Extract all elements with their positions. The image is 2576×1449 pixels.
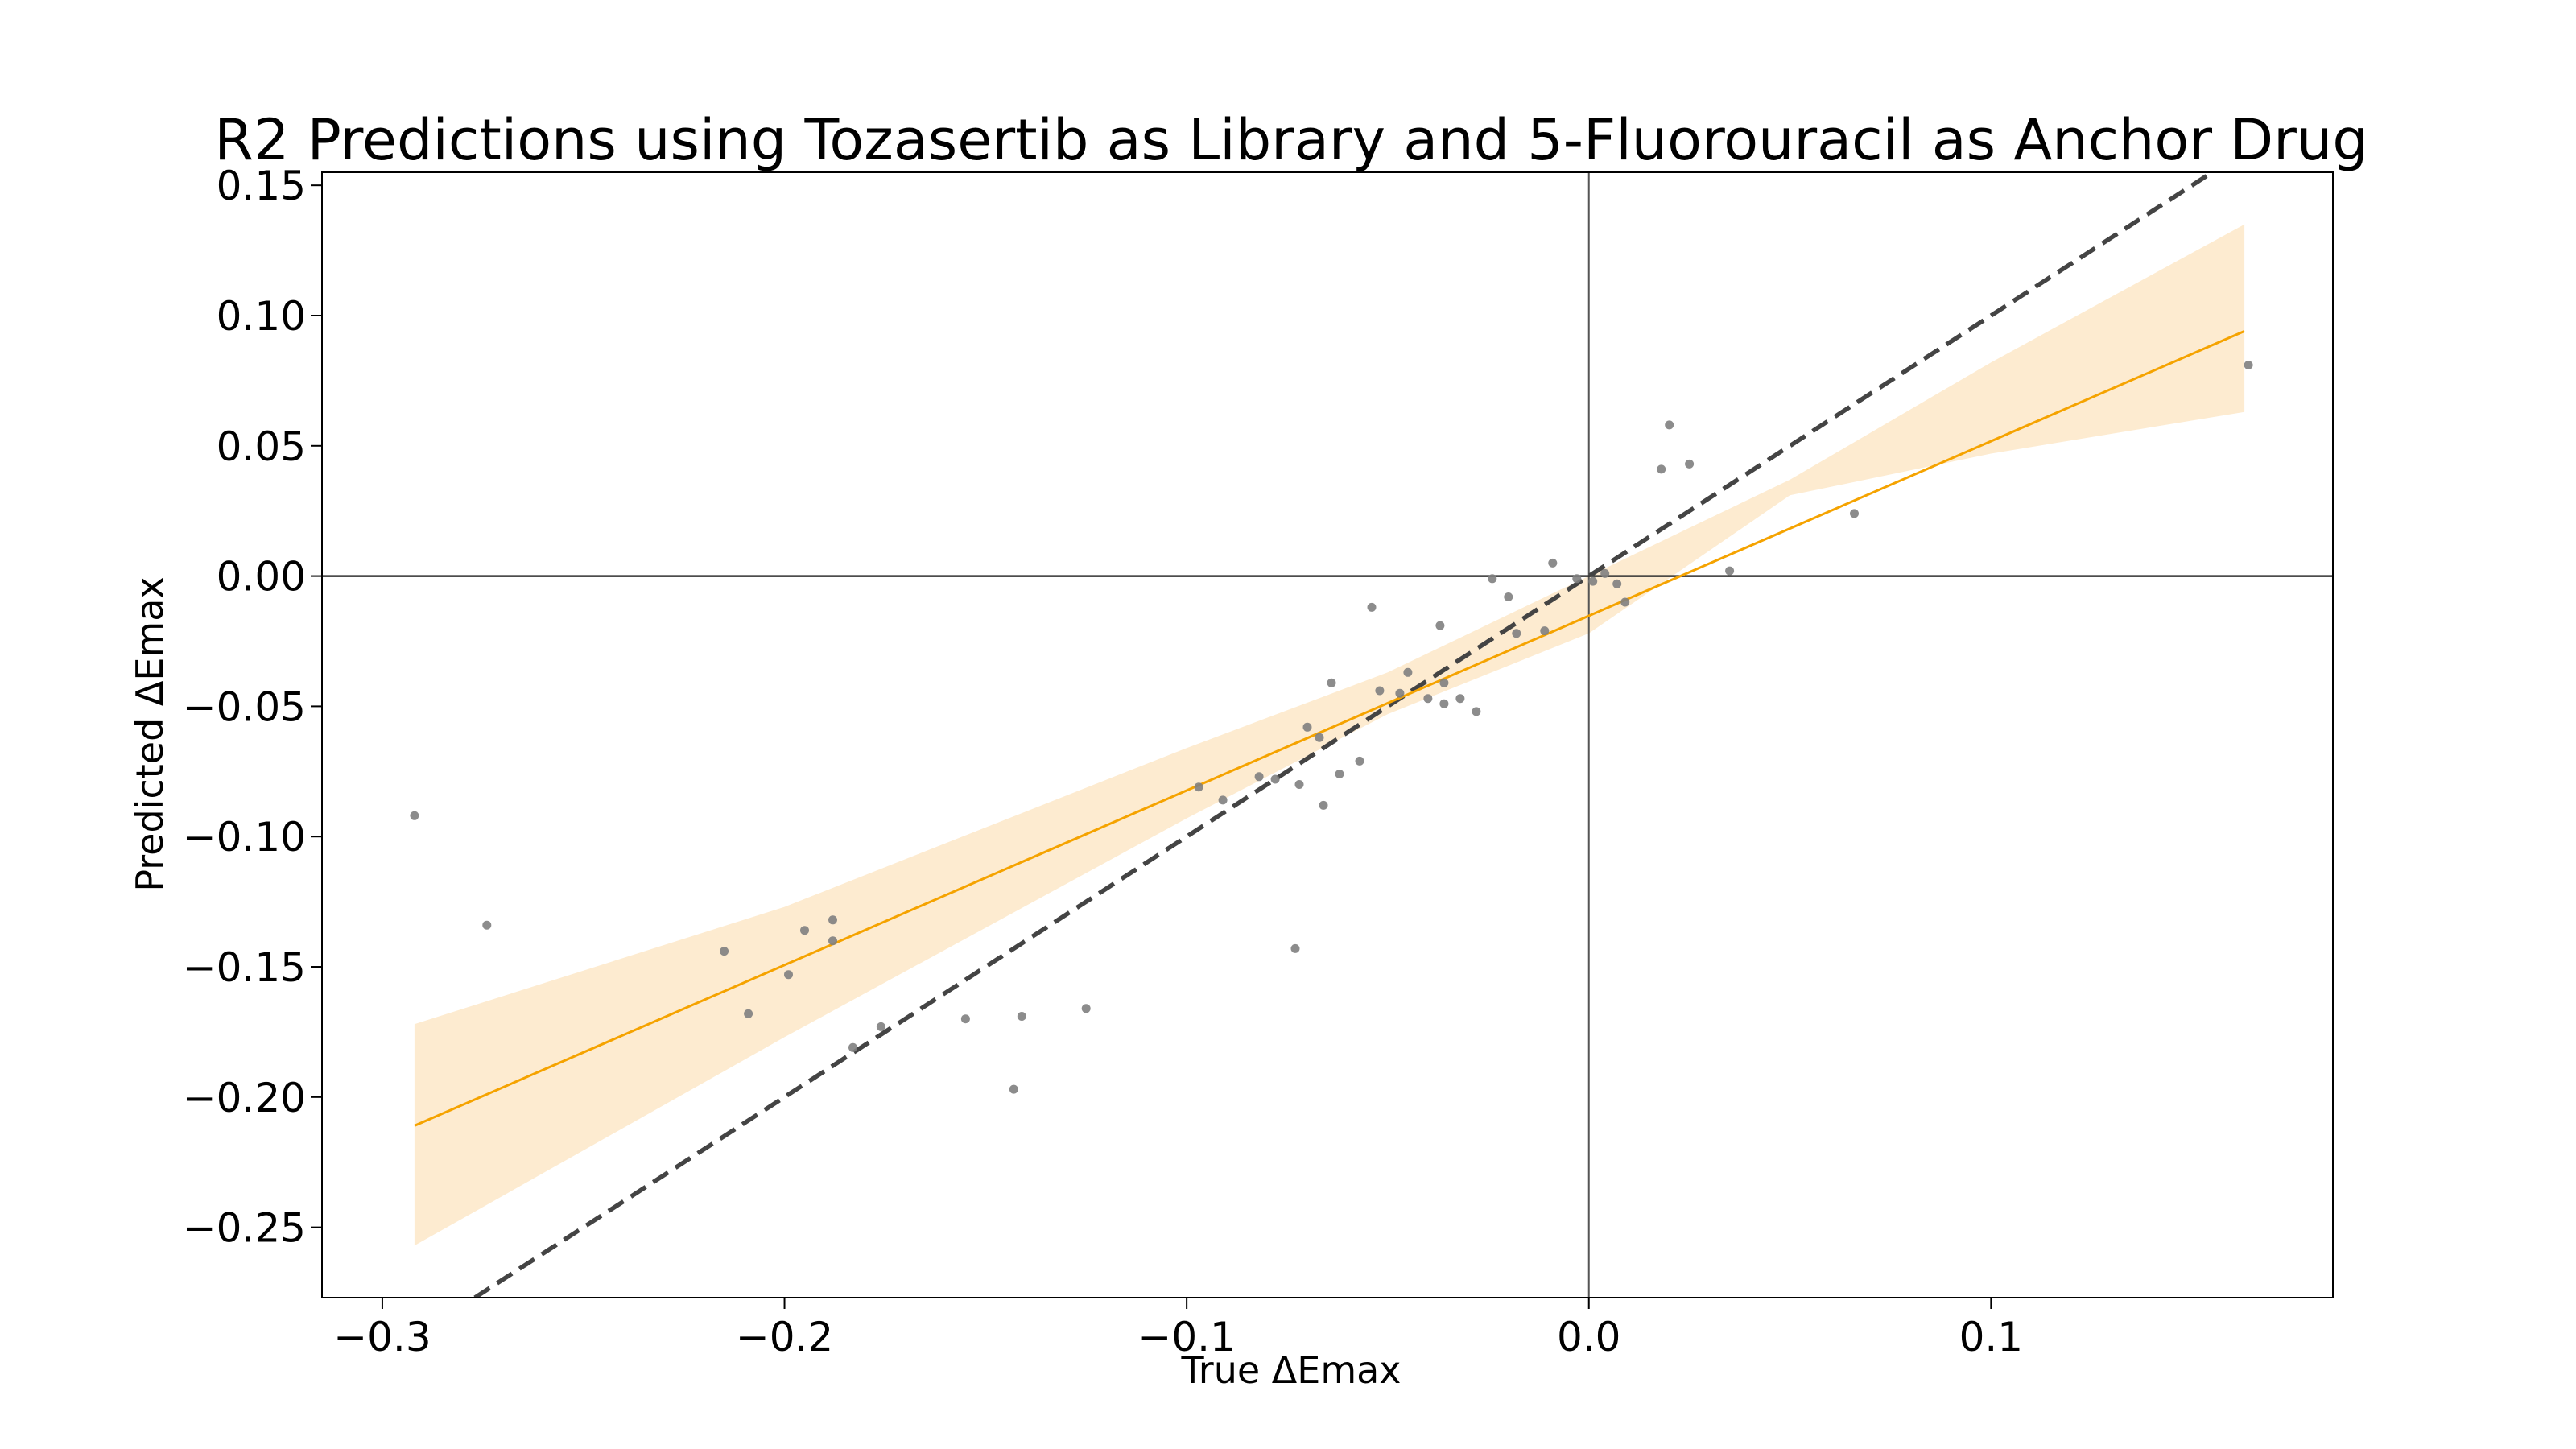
data-point — [482, 920, 492, 930]
y-tick-label: −0.25 — [183, 1205, 306, 1252]
data-point — [2244, 361, 2253, 369]
data-point — [1850, 509, 1859, 518]
data-point — [784, 970, 793, 980]
data-point — [1665, 420, 1674, 430]
plot-frame — [321, 171, 2334, 1298]
data-point — [1270, 774, 1280, 784]
data-point — [720, 947, 729, 956]
data-point — [1512, 629, 1521, 638]
data-point — [1395, 688, 1405, 698]
plot-clip-group — [322, 172, 2333, 1298]
data-point — [1319, 800, 1328, 810]
data-point — [1435, 621, 1445, 630]
y-tick-label: −0.20 — [183, 1075, 306, 1121]
y-tick-label: 0.00 — [217, 554, 306, 601]
data-point — [1455, 694, 1465, 704]
data-point — [1017, 1012, 1026, 1021]
y-tick-label: 0.10 — [217, 293, 306, 340]
data-point — [1504, 592, 1513, 601]
chart-title: R2 Predictions using Tozasertib as Libra… — [214, 107, 2368, 173]
data-point — [1009, 1084, 1018, 1094]
data-point — [828, 936, 837, 946]
data-point — [1290, 943, 1300, 953]
data-point — [1294, 780, 1304, 789]
x-tick-label: 0.0 — [1557, 1314, 1621, 1360]
y-axis-ticks: 0.15 0.10 0.05 0.00 −0.05 −0.10 −0.15 −0.20 −0.2… — [183, 163, 322, 1252]
data-point — [1439, 678, 1449, 687]
x-axis-label: True ΔEmax — [1180, 1348, 1401, 1392]
data-point — [410, 811, 419, 820]
data-point — [1335, 770, 1344, 778]
data-point — [744, 1009, 753, 1018]
data-point — [1620, 597, 1630, 607]
data-point — [1488, 574, 1497, 584]
data-point — [1572, 574, 1582, 584]
data-point — [848, 1042, 857, 1052]
data-point — [1254, 772, 1264, 782]
data-point — [1375, 686, 1385, 696]
data-point — [1218, 795, 1228, 805]
data-point — [800, 926, 809, 935]
regression-line — [414, 330, 2245, 1127]
data-point — [876, 1022, 886, 1031]
x-tick-label: −0.2 — [736, 1314, 833, 1360]
data-point — [1540, 626, 1550, 636]
data-point — [1315, 733, 1324, 742]
confidence-band — [414, 224, 2245, 1246]
x-axis-ticks: −0.3 −0.2 −0.1 0.0 0.1 — [333, 1298, 2023, 1360]
data-point — [1327, 678, 1336, 687]
data-point — [1588, 576, 1598, 586]
y-tick-label: 0.05 — [217, 423, 306, 470]
data-point — [1439, 699, 1449, 708]
y-tick-label: −0.05 — [183, 683, 306, 730]
data-point — [1302, 722, 1312, 732]
data-point — [1725, 566, 1735, 576]
data-point — [1194, 782, 1203, 792]
data-point — [1600, 568, 1610, 578]
x-tick-label: 0.1 — [1959, 1314, 2024, 1360]
data-point — [1612, 579, 1622, 588]
data-point — [1403, 667, 1413, 677]
y-tick-label: −0.15 — [183, 944, 306, 991]
y-axis-label: Predicted ΔEmax — [128, 576, 171, 891]
data-point — [1657, 464, 1666, 474]
data-point — [1355, 756, 1364, 766]
data-point — [1685, 459, 1695, 469]
data-point — [1472, 707, 1481, 716]
identity-line — [473, 172, 2214, 1298]
data-point — [1081, 1004, 1091, 1013]
y-tick-label: 0.15 — [217, 163, 306, 209]
data-point — [1423, 694, 1433, 704]
y-tick-label: −0.10 — [183, 814, 306, 861]
x-tick-label: −0.3 — [333, 1314, 431, 1360]
data-point — [960, 1014, 970, 1024]
data-point — [1367, 602, 1377, 612]
x-tick-label: −0.1 — [1137, 1314, 1235, 1360]
data-point — [1548, 558, 1558, 568]
data-point — [828, 915, 837, 925]
plot-area — [321, 171, 2334, 1298]
